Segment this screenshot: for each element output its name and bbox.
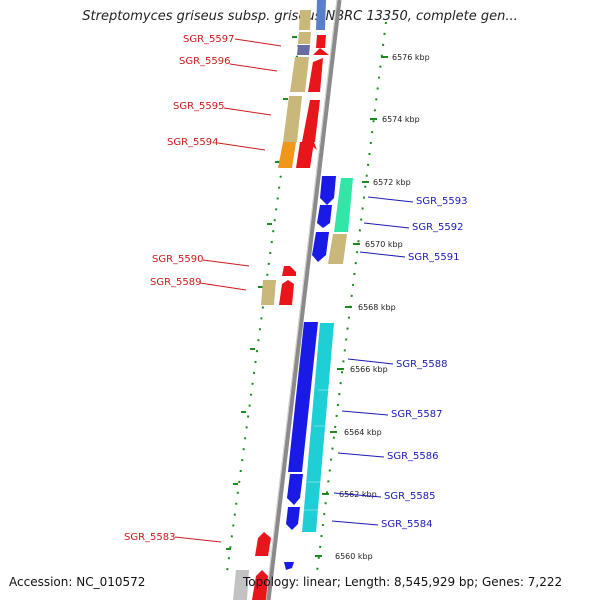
gene-block-steelblue[interactable] bbox=[316, 0, 326, 30]
kbp-tick-6574: 6574 kbp bbox=[370, 115, 420, 124]
kbp-tick-label: 6564 kbp bbox=[344, 428, 382, 437]
kbp-tick-6564: 6564 kbp bbox=[330, 428, 382, 437]
gene-arrow-red-5590[interactable] bbox=[282, 266, 296, 276]
right-gene-labels: SGR_5593 SGR_5592 SGR_5591 SGR_5588 SGR_… bbox=[331, 196, 468, 530]
upper-left-gene-cluster bbox=[278, 0, 329, 168]
kbp-tick-6576: 6576 kbp bbox=[381, 53, 430, 62]
leader-line bbox=[333, 492, 382, 498]
gene-arrow-blue-5584[interactable] bbox=[286, 507, 300, 530]
leader-line bbox=[347, 358, 394, 365]
kbp-tick-6568: 6568 kbp bbox=[345, 303, 396, 312]
gene-block-red[interactable] bbox=[316, 35, 326, 48]
kbp-tick-label: 6562 kbp bbox=[339, 490, 377, 499]
gene-arrow-red-5596[interactable] bbox=[308, 58, 323, 92]
gene-arrow-blue-5593[interactable] bbox=[320, 176, 336, 205]
gene-label-sgr-5594[interactable]: SGR_5594 bbox=[167, 137, 219, 148]
gene-block-khaki[interactable] bbox=[298, 32, 311, 44]
kbp-tick-label: 6570 kbp bbox=[365, 240, 403, 249]
gene-label-sgr-5588[interactable]: SGR_5588 bbox=[396, 359, 448, 370]
gene-block-slate[interactable] bbox=[297, 45, 310, 55]
gene-label-sgr-5589[interactable]: SGR_5589 bbox=[150, 277, 202, 288]
gene-arrow-blue-small[interactable] bbox=[284, 562, 294, 570]
gene-arrow-red[interactable] bbox=[252, 570, 268, 600]
kbp-tick-6566: 6566 kbp bbox=[337, 365, 388, 374]
gene-block-khaki-5596[interactable] bbox=[290, 57, 309, 92]
leader-line bbox=[234, 38, 282, 47]
gene-arrow-blue-5585[interactable] bbox=[287, 474, 303, 505]
gene-arrow-red-5583[interactable] bbox=[255, 532, 271, 556]
left-gene-labels: SGR_5597 SGR_5596 SGR_5595 SGR_5594 SGR_… bbox=[124, 34, 282, 543]
gene-arrow-blue-5591[interactable] bbox=[312, 232, 329, 262]
kbp-tick-label: 6576 kbp bbox=[392, 53, 430, 62]
gene-block-gray[interactable] bbox=[233, 570, 249, 600]
kbp-tick-6572: 6572 kbp bbox=[362, 178, 411, 187]
gene-block-khaki-5591[interactable] bbox=[328, 234, 347, 264]
lower-left-gene-cluster bbox=[233, 532, 271, 600]
leader-line bbox=[202, 259, 250, 267]
genome-summary: Topology: linear; Length: 8,545,929 bp; … bbox=[243, 575, 563, 589]
gene-label-sgr-5585[interactable]: SGR_5585 bbox=[384, 491, 436, 502]
kbp-tick-label: 6572 kbp bbox=[373, 178, 411, 187]
gene-arrow-red-5595[interactable] bbox=[302, 100, 320, 142]
middle-left-gene-cluster bbox=[261, 266, 296, 305]
kbp-tick-label: 6568 kbp bbox=[358, 303, 396, 312]
kbp-tick-6562: 6562 kbp bbox=[322, 490, 377, 499]
gene-block-aqua-5592[interactable] bbox=[334, 178, 353, 232]
gene-label-sgr-5597[interactable]: SGR_5597 bbox=[183, 34, 235, 45]
gene-label-sgr-5583[interactable]: SGR_5583 bbox=[124, 532, 176, 543]
kbp-tick-label: 6566 kbp bbox=[350, 365, 388, 374]
leader-line bbox=[341, 410, 389, 416]
gene-block-orange-5594[interactable] bbox=[278, 142, 296, 168]
gene-block-cyan-5587[interactable] bbox=[302, 323, 334, 532]
gene-label-sgr-5596[interactable]: SGR_5596 bbox=[179, 56, 231, 67]
kbp-tick-6560: 6560 kbp bbox=[315, 552, 373, 561]
gene-label-sgr-5587[interactable]: SGR_5587 bbox=[391, 409, 443, 420]
gene-label-sgr-5590[interactable]: SGR_5590 bbox=[152, 254, 204, 265]
kbp-tick-6570: 6570 kbp bbox=[353, 240, 403, 249]
gene-arrowhead bbox=[308, 142, 317, 150]
gene-label-sgr-5592[interactable]: SGR_5592 bbox=[412, 222, 464, 233]
lower-right-gene-cluster bbox=[284, 322, 334, 570]
leader-line bbox=[223, 107, 272, 116]
leader-line bbox=[359, 251, 406, 258]
genome-backbone-highlight bbox=[265, 0, 338, 600]
leader-line bbox=[367, 196, 414, 203]
gene-label-sgr-5593[interactable]: SGR_5593 bbox=[416, 196, 468, 207]
kbp-tick-label: 6560 kbp bbox=[335, 552, 373, 561]
gene-arrow-red-5589[interactable] bbox=[279, 280, 294, 305]
kbp-tick-label: 6574 kbp bbox=[382, 115, 420, 124]
gene-arrow-red-5594[interactable] bbox=[296, 142, 314, 168]
leader-line bbox=[331, 520, 379, 526]
gene-label-sgr-5586[interactable]: SGR_5586 bbox=[387, 451, 439, 462]
left-boundary-guide bbox=[226, 33, 301, 573]
leader-line bbox=[337, 452, 385, 458]
gene-block-khaki[interactable] bbox=[299, 10, 311, 30]
gene-block-khaki-5595[interactable] bbox=[283, 96, 302, 142]
leader-line bbox=[217, 142, 266, 151]
leader-line bbox=[174, 536, 222, 543]
leader-line bbox=[229, 63, 278, 72]
gene-block-blue-5588[interactable] bbox=[288, 322, 318, 472]
gene-label-sgr-5584[interactable]: SGR_5584 bbox=[381, 519, 433, 530]
middle-right-gene-cluster bbox=[312, 176, 353, 264]
accession-label: Accession: NC_010572 bbox=[9, 575, 146, 589]
gene-label-sgr-5591[interactable]: SGR_5591 bbox=[408, 252, 460, 263]
gene-label-sgr-5595[interactable]: SGR_5595 bbox=[173, 101, 225, 112]
gene-block-khaki-5589[interactable] bbox=[261, 280, 276, 305]
genome-backbone bbox=[265, 0, 342, 600]
leader-line bbox=[363, 222, 410, 229]
leader-line bbox=[199, 282, 247, 291]
gene-arrow-blue[interactable] bbox=[317, 205, 332, 228]
gene-arrow-red[interactable] bbox=[313, 48, 329, 55]
